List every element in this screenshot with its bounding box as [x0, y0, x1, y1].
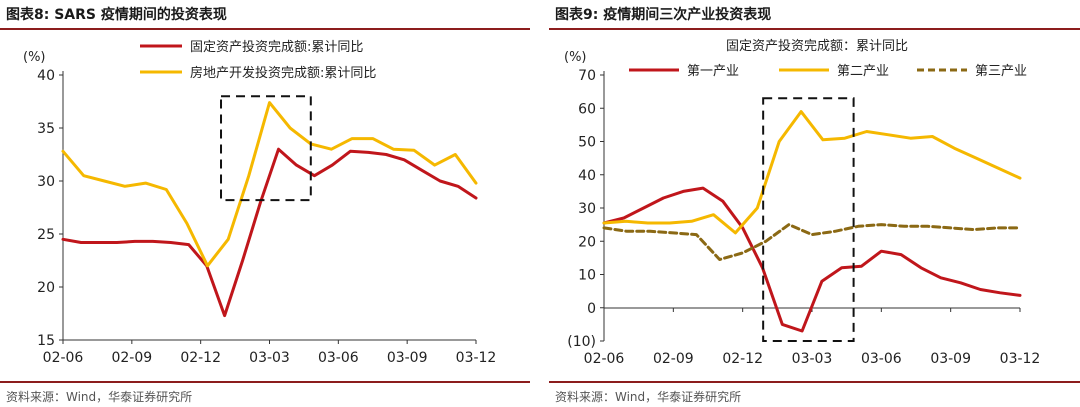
right-legend-title: 固定资产投资完成额：累计同比 — [726, 38, 908, 54]
right-x-tick-label: 03-09 — [930, 351, 971, 367]
left-y-tick-label: 30 — [37, 174, 55, 190]
right-chart-title: 图表9: 疫情期间三次产业投资表现 — [555, 7, 772, 23]
left-chart-title-bar: 图表8: SARS 疫情期间的投资表现 — [0, 0, 530, 30]
right-legend-label-3: 第三产业 — [975, 64, 1027, 79]
left-y-tick-label: 35 — [37, 121, 55, 137]
left-x-tick-label: 02-06 — [43, 350, 84, 366]
left-source-bar: 资料来源：Wind，华泰证券研究所 — [0, 381, 530, 407]
left-highlight-box — [220, 95, 312, 202]
right-y-tick-label: 40 — [578, 168, 596, 184]
right-unit-label: (%) — [564, 50, 587, 65]
left-line-chart: (%) 15 20 25 30 35 40 02-06 02-09 02-12 03-03 03-06… — [23, 39, 497, 366]
right-y-tick-label: 0 — [587, 301, 596, 317]
right-series-line-2 — [602, 110, 1022, 235]
right-legend-label-1: 第一产业 — [687, 64, 739, 79]
left-chart-panel: 图表8: SARS 疫情期间的投资表现 (%) 15 20 25 30 35 40 02-06… — [0, 0, 530, 406]
right-y-tick-label: (10) — [567, 334, 596, 350]
right-legend-label-2: 第二产业 — [837, 64, 889, 79]
right-y-tick-label: 20 — [578, 234, 596, 250]
left-series-line-2 — [61, 101, 478, 268]
left-series-line-1 — [61, 147, 478, 318]
left-x-tick-label: 03-09 — [387, 350, 428, 366]
right-x-tick-label: 03-06 — [861, 351, 902, 367]
right-x-tick-label: 03-12 — [1000, 351, 1041, 367]
right-chart-panel: 图表9: 疫情期间三次产业投资表现 (%) (10) 0 10 20 30 40 50 60 70… — [549, 0, 1080, 406]
left-source-note: 资料来源：Wind，华泰证券研究所 — [6, 390, 193, 404]
right-chart-title-bar: 图表9: 疫情期间三次产业投资表现 — [549, 0, 1080, 30]
right-y-tick-label: 30 — [578, 201, 596, 217]
right-y-tick-label: 50 — [578, 135, 596, 151]
right-y-tick-label: 10 — [578, 268, 596, 284]
right-x-tick-label: 02-12 — [722, 351, 763, 367]
left-y-tick-label: 15 — [37, 333, 55, 349]
left-y-tick-label: 20 — [37, 280, 55, 296]
left-y-tick-label: 40 — [37, 68, 55, 84]
left-y-tick-label: 25 — [37, 227, 55, 243]
right-y-tick-label: 70 — [578, 68, 596, 84]
right-series-line-1 — [602, 186, 1022, 333]
right-source-note: 资料来源：Wind，华泰证券研究所 — [555, 390, 742, 404]
left-chart-title: 图表8: SARS 疫情期间的投资表现 — [6, 7, 227, 23]
left-x-tick-label: 02-09 — [111, 350, 152, 366]
right-series-line-3 — [602, 223, 1022, 261]
right-x-tick-label: 02-09 — [653, 351, 694, 367]
right-y-tick-label: 60 — [578, 101, 596, 117]
right-line-chart: (%) (10) 0 10 20 30 40 50 60 70 02-06 02-09 02-12 03-… — [564, 38, 1041, 367]
right-highlight-box — [762, 97, 855, 343]
left-unit-label: (%) — [23, 50, 46, 65]
left-x-tick-label: 02-12 — [180, 350, 221, 366]
right-source-bar: 资料来源：Wind，华泰证券研究所 — [549, 381, 1080, 407]
right-x-tick-label: 02-06 — [584, 351, 625, 367]
left-legend-label-1: 固定资产投资完成额:累计同比 — [190, 39, 363, 55]
left-x-tick-label: 03-06 — [318, 350, 359, 366]
left-x-tick-label: 03-03 — [249, 350, 290, 366]
right-x-tick-label: 03-03 — [792, 351, 833, 367]
left-legend-label-2: 房地产开发投资完成额:累计同比 — [190, 65, 376, 81]
left-x-tick-label: 03-12 — [456, 350, 497, 366]
